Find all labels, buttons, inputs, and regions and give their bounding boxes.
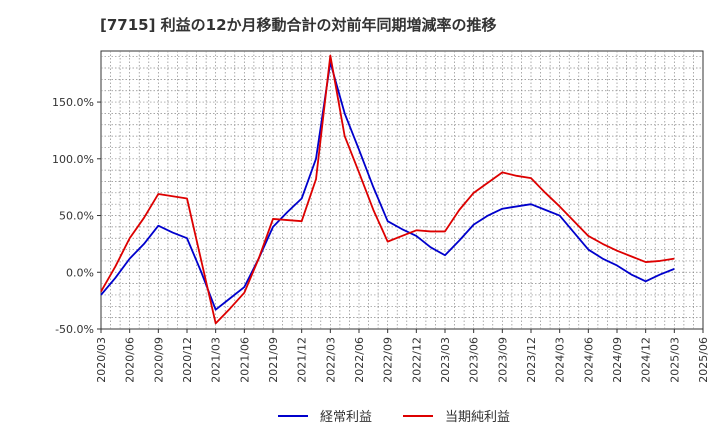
series-line-2	[100, 54, 675, 325]
x-tick-label: 2021/03	[210, 337, 223, 383]
chart-title: [7715] 利益の12か月移動合計の対前年同期増減率の推移	[100, 16, 497, 34]
x-tick-label: 2024/03	[554, 337, 567, 383]
x-tick-label: 2021/06	[238, 337, 251, 383]
x-tick-label: 2022/09	[382, 337, 395, 383]
series-layer	[100, 54, 675, 325]
x-tick-label: 2025/03	[668, 337, 681, 383]
plot-area	[100, 50, 704, 330]
x-tick-label: 2025/06	[697, 337, 710, 383]
legend-label-1: 経常利益	[320, 410, 372, 425]
x-tick-label: 2022/06	[353, 337, 366, 383]
x-tick-label: 2023/06	[468, 337, 481, 383]
x-tick-label: 2020/09	[152, 337, 165, 383]
y-tick-label: 0.0%	[66, 266, 94, 279]
legend-label-2: 当期純利益	[445, 410, 510, 425]
x-tick-label: 2023/09	[496, 337, 509, 383]
axis-layer: -50.0% 0.0% 50.0% 100.0% 150.0% 2020/03 2020/0…	[52, 96, 710, 383]
x-tick-label: 2022/03	[324, 337, 337, 383]
x-tick-label: 2023/12	[525, 337, 538, 383]
grid-layer	[100, 50, 704, 330]
x-tick-label: 2022/12	[410, 337, 423, 383]
series-line-1	[100, 61, 675, 311]
legend-layer: 経常利益 当期純利益	[278, 410, 510, 425]
x-tick-label: 2023/03	[439, 337, 452, 383]
y-tick-label: 100.0%	[52, 153, 94, 166]
x-tick-label: 2024/06	[582, 337, 595, 383]
y-tick-label: -50.0%	[55, 323, 94, 336]
y-tick-label: 150.0%	[52, 96, 94, 109]
x-tick-label: 2024/12	[640, 337, 653, 383]
y-tick-label: 50.0%	[59, 210, 94, 223]
x-tick-label: 2021/12	[296, 337, 309, 383]
x-tick-label: 2020/03	[95, 337, 108, 383]
x-tick-label: 2020/06	[124, 337, 137, 383]
x-tick-label: 2021/09	[267, 337, 280, 383]
x-tick-label: 2020/12	[181, 337, 194, 383]
x-tick-label: 2024/09	[611, 337, 624, 383]
